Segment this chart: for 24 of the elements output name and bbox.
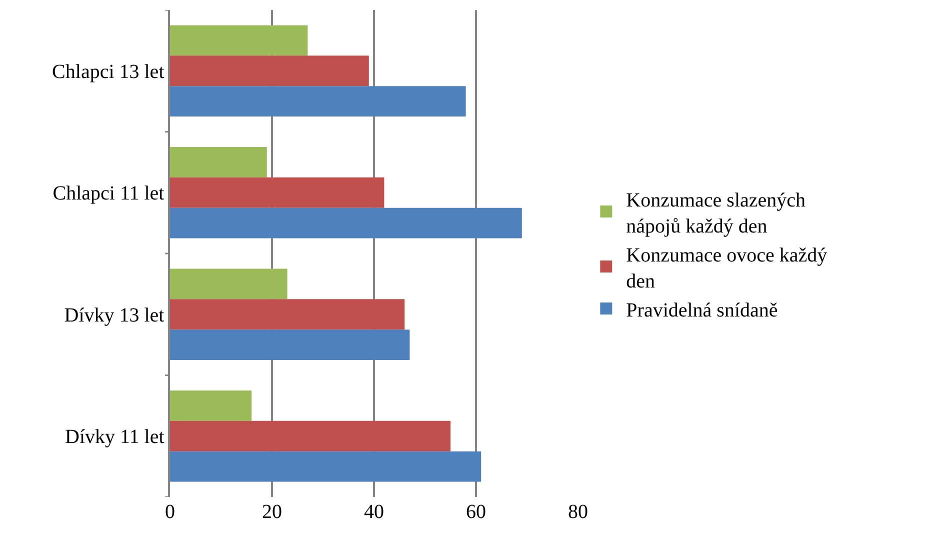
bar (170, 390, 252, 421)
x-tick-label: 0 (165, 501, 175, 523)
y-tick-label: Dívky 13 let (64, 304, 165, 326)
y-tick-label: Chlapci 11 let (52, 182, 165, 205)
y-tick-label: Dívky 11 let (65, 426, 165, 448)
bar (170, 146, 267, 178)
legend-label: Konzumace ovoce každý den (626, 244, 828, 292)
x-tick-label: 40 (364, 501, 384, 523)
y-tick-label: Chlapci 13 let (52, 60, 165, 83)
x-tick-label: 60 (466, 501, 486, 523)
bar (170, 25, 308, 56)
x-tick-label: 20 (262, 501, 282, 523)
bar (170, 86, 466, 117)
bar (170, 208, 522, 238)
legend-label: Konzumace slazených nápojů každý den (626, 189, 806, 238)
bar (170, 268, 288, 300)
x-tick-label: 80 (568, 501, 588, 523)
bar (170, 420, 450, 452)
bar (170, 56, 369, 86)
bar (170, 330, 410, 360)
legend-label: Pravidelná snídaně (626, 299, 778, 322)
bar (170, 451, 482, 482)
bar (170, 177, 384, 208)
bar (170, 299, 405, 330)
